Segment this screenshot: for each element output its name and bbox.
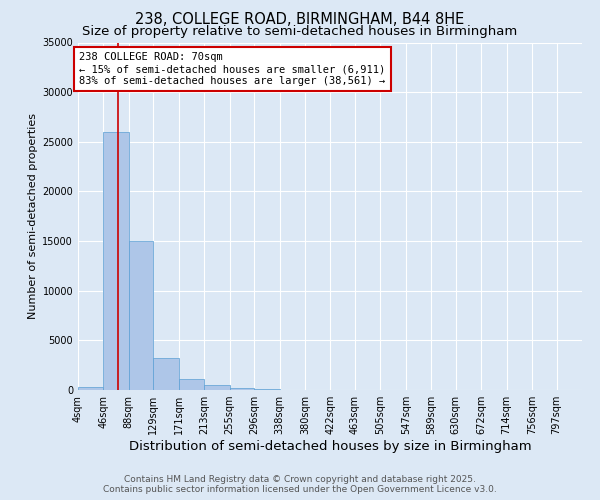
Bar [129,241,154,390]
Bar [78,387,103,390]
Text: Contains HM Land Registry data © Crown copyright and database right 2025.
Contai: Contains HM Land Registry data © Crown c… [103,474,497,494]
Text: Size of property relative to semi-detached houses in Birmingham: Size of property relative to semi-detach… [82,25,518,38]
Bar [204,385,230,390]
Bar [179,379,204,390]
Bar [254,389,280,390]
Text: 238 COLLEGE ROAD: 70sqm
← 15% of semi-detached houses are smaller (6,911)
83% of: 238 COLLEGE ROAD: 70sqm ← 15% of semi-de… [79,52,385,86]
Bar [230,388,254,390]
Bar [103,132,129,390]
Y-axis label: Number of semi-detached properties: Number of semi-detached properties [28,114,38,320]
X-axis label: Distribution of semi-detached houses by size in Birmingham: Distribution of semi-detached houses by … [128,440,532,453]
Bar [154,358,179,390]
Text: 238, COLLEGE ROAD, BIRMINGHAM, B44 8HE: 238, COLLEGE ROAD, BIRMINGHAM, B44 8HE [136,12,464,28]
